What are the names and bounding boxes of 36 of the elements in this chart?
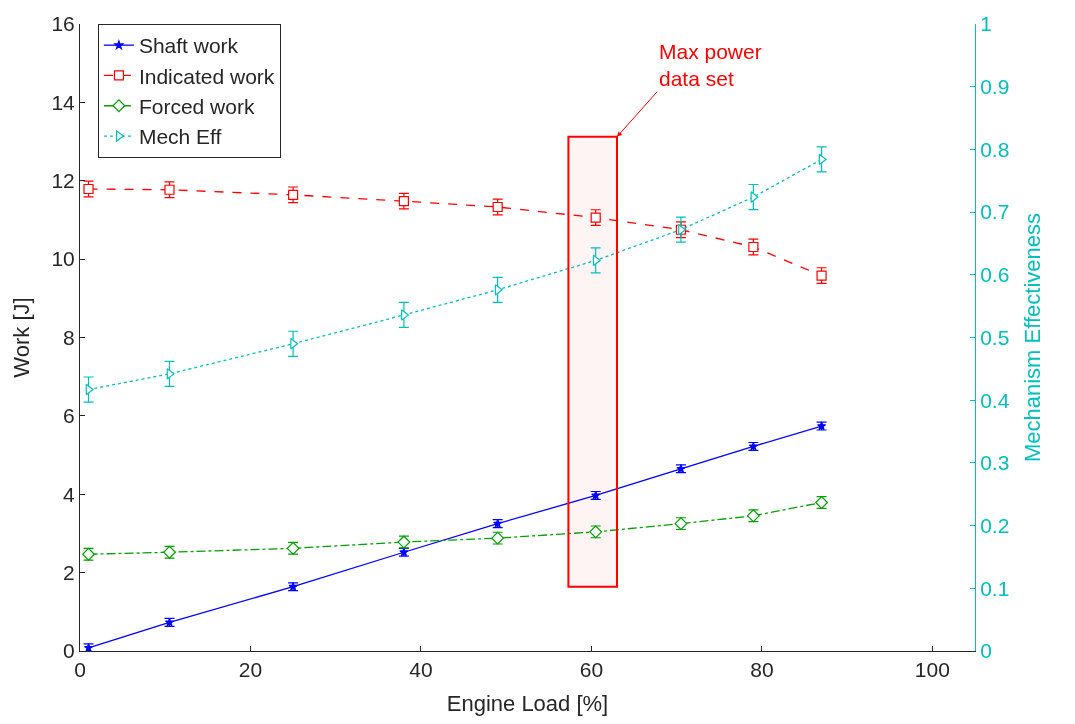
x-tick-label: 40 [409,658,433,682]
y-tick-label: 10 [51,247,75,271]
y2-tick-label: 0.6 [980,263,1010,287]
point [166,368,175,380]
y2-tick-label: 0.5 [980,325,1010,349]
y2-tick-label: 0.4 [980,388,1010,412]
x-tick-label: 60 [579,658,604,682]
x-tick-label: 100 [914,658,950,682]
legend-label: Forced work [138,94,255,118]
point [750,191,759,203]
y2-tick-label: 0.9 [980,75,1010,99]
y2-tick-label: 0.3 [980,451,1010,475]
y2-axis-title: Mechanism Effectiveness [1019,212,1045,463]
y-axis-title: Work [J] [9,297,35,378]
y-tick-label: 6 [63,404,75,428]
y-tick-label: 2 [63,560,75,584]
y-tick-label: 8 [63,325,75,349]
y2-tick-label: 0.2 [980,513,1010,537]
legend-label: Indicated work [138,64,275,88]
band-label: Max power data set [659,40,762,91]
y2-tick-label: 1 [980,12,992,36]
x-axis-title: Engine Load [%] [446,691,609,717]
y2-tick-label: 0.1 [980,576,1010,600]
y-tick-label: 4 [63,482,76,506]
y2-tick-label: 0.7 [980,200,1010,224]
y2-tick-label: 0.8 [980,137,1010,161]
legend-label: Mech Eff [138,125,222,149]
y-tick-label: 0 [63,639,75,663]
legend-label: Shaft work [138,34,239,58]
y-tick-label: 14 [51,90,76,114]
y-tick-label: 12 [51,169,75,193]
y-tick-label: 16 [51,12,75,36]
x-tick-label: 80 [750,658,774,682]
point [494,284,503,296]
y2-tick-label: 0 [980,639,992,663]
x-tick-label: 20 [238,658,263,682]
